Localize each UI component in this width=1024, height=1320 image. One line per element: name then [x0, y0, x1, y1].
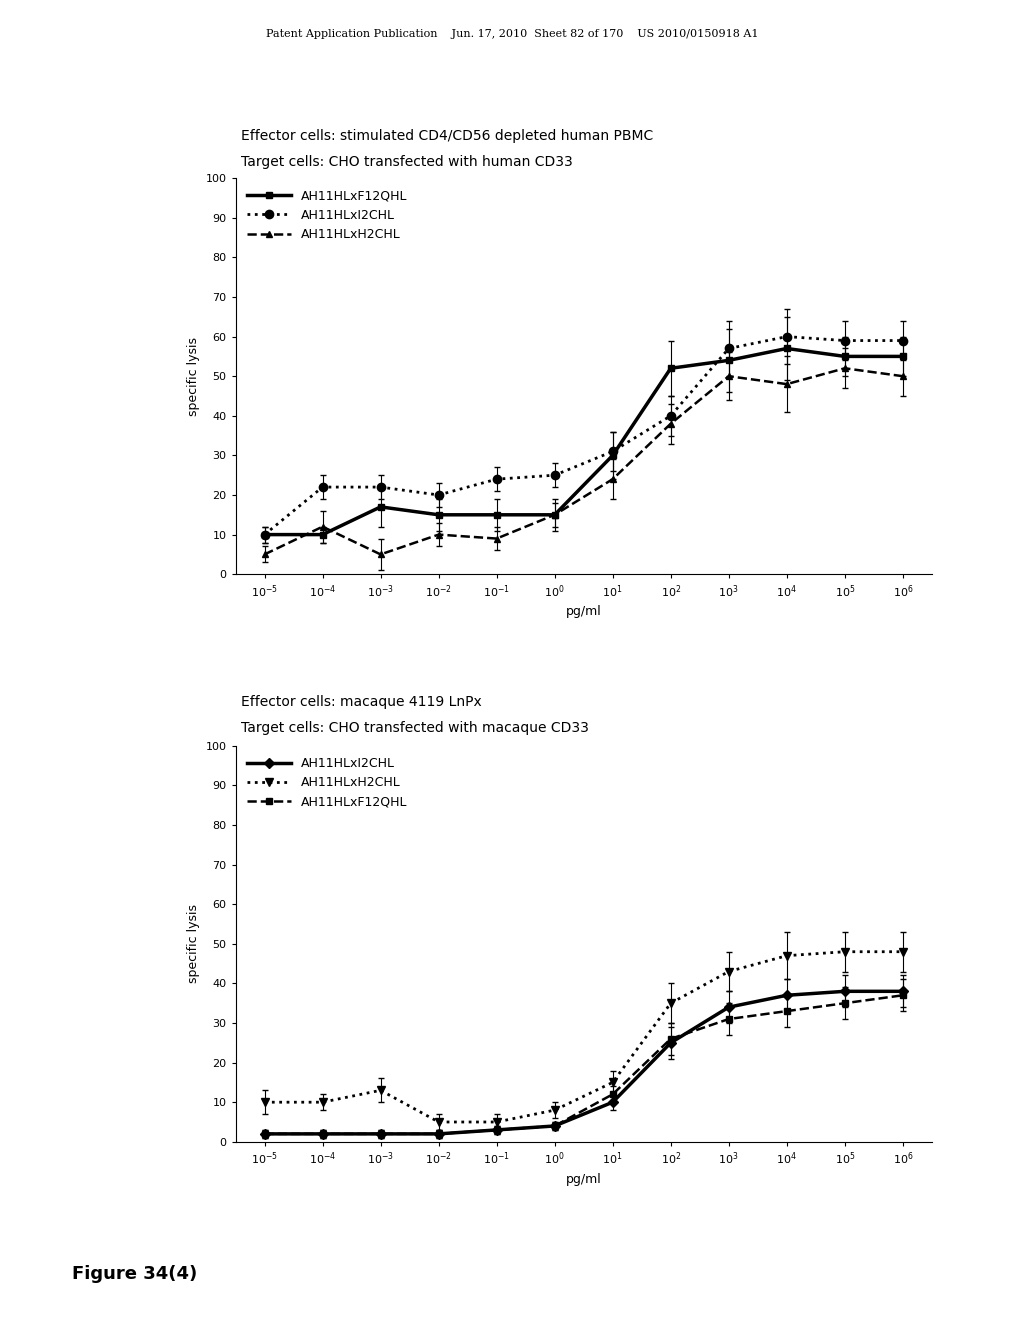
Text: Patent Application Publication    Jun. 17, 2010  Sheet 82 of 170    US 2010/0150: Patent Application Publication Jun. 17, … [266, 29, 758, 40]
Y-axis label: specific lysis: specific lysis [187, 337, 200, 416]
Text: Target cells: CHO transfected with macaque CD33: Target cells: CHO transfected with macaq… [241, 721, 589, 735]
Text: Effector cells: stimulated CD4/CD56 depleted human PBMC: Effector cells: stimulated CD4/CD56 depl… [241, 128, 653, 143]
Legend: AH11HLxI2CHL, AH11HLxH2CHL, AH11HLxF12QHL: AH11HLxI2CHL, AH11HLxH2CHL, AH11HLxF12QH… [242, 752, 412, 813]
Text: Target cells: CHO transfected with human CD33: Target cells: CHO transfected with human… [241, 154, 572, 169]
Text: Figure 34(4): Figure 34(4) [72, 1265, 197, 1283]
X-axis label: pg/ml: pg/ml [566, 1173, 601, 1185]
Text: Effector cells: macaque 4119 LnPx: Effector cells: macaque 4119 LnPx [241, 694, 481, 709]
Legend: AH11HLxF12QHL, AH11HLxI2CHL, AH11HLxH2CHL: AH11HLxF12QHL, AH11HLxI2CHL, AH11HLxH2CH… [242, 185, 412, 246]
X-axis label: pg/ml: pg/ml [566, 606, 601, 618]
Y-axis label: specific lysis: specific lysis [187, 904, 200, 983]
